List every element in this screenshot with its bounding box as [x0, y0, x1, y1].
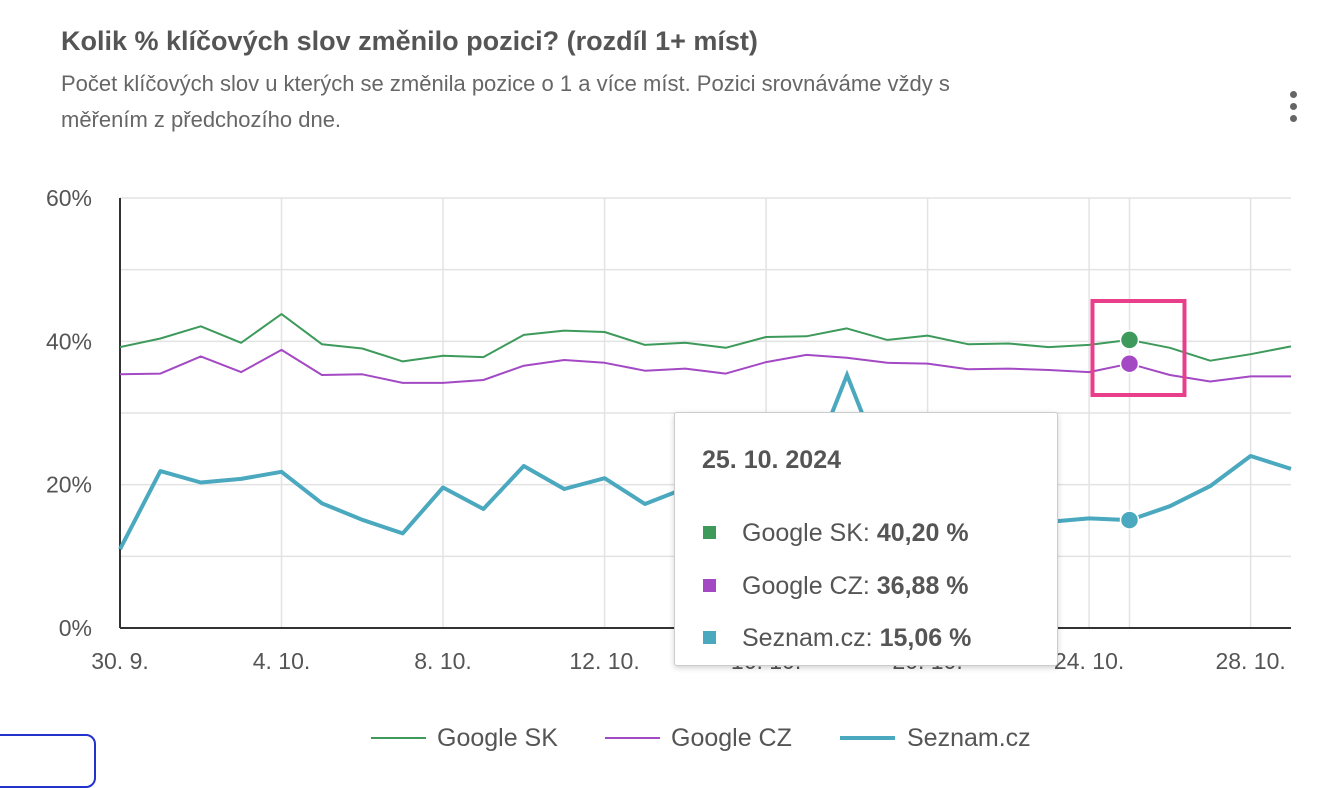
x-tick-label: 4. 10. [253, 648, 311, 674]
series-line-google-sk [119, 313, 1292, 363]
tooltip-row-google-cz: Google CZ: 36,88 % [703, 572, 969, 601]
y-tick-label: 40% [46, 328, 92, 354]
highlight-box [1090, 299, 1187, 397]
tooltip-label: Google CZ: [742, 572, 877, 600]
legend-label: Google SK [437, 724, 558, 752]
x-tick-label: 24. 10. [1054, 648, 1124, 674]
x-tick-label: 30. 9. [91, 648, 149, 674]
tooltip-value: 36,88 % [876, 572, 969, 600]
x-tick-label: 28. 10. [1215, 648, 1285, 674]
hover-point [1119, 330, 1140, 350]
tooltip-row-google-sk: Google SK: 40,20 % [703, 519, 969, 548]
line-chart: 0%20%40%60%30. 9.4. 10.8. 10.12. 10.16. … [46, 185, 1292, 752]
x-tick-label: 8. 10. [414, 648, 472, 674]
tooltip-label: Google SK: [742, 519, 877, 547]
tooltip-pointer [830, 369, 864, 414]
seznam-swatch [703, 631, 716, 644]
series-line-google-cz [119, 348, 1291, 384]
google-sk-swatch [703, 526, 716, 539]
legend-label: Seznam.cz [907, 724, 1031, 752]
y-tick-label: 60% [46, 185, 92, 211]
tooltip-row-seznam: Seznam.cz: 15,06 % [703, 624, 971, 653]
hover-point [1119, 510, 1140, 530]
y-tick-label: 20% [46, 472, 92, 498]
data-tooltip: 25. 10. 2024 Google SK: 40,20 % Google C… [674, 412, 1058, 666]
chart-title: Kolik % klíčových slov změnilo pozici? (… [61, 26, 758, 56]
tooltip-date: 25. 10. 2024 [702, 446, 842, 474]
google-cz-swatch [703, 579, 716, 592]
more-vert-icon[interactable] [1280, 88, 1308, 126]
y-tick-label: 0% [59, 615, 92, 641]
partial-button[interactable] [0, 734, 96, 788]
legend-label: Google CZ [671, 724, 792, 752]
x-tick-label: 12. 10. [569, 648, 639, 674]
tooltip-label: Seznam.cz: [742, 624, 880, 652]
chart-subtitle: Počet klíčových slov u kterých se změnil… [61, 71, 950, 132]
hover-point [1119, 353, 1140, 374]
tooltip-value: 40,20 % [876, 519, 969, 547]
tooltip-value: 15,06 % [879, 624, 972, 652]
